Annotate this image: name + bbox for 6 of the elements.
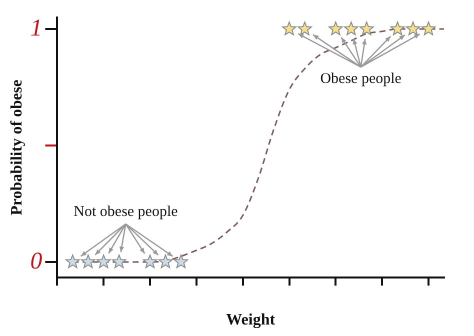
- annotation: Obese people: [320, 70, 402, 87]
- y-tick-label: 1: [30, 15, 42, 42]
- y-axis-title: Probability of obese: [8, 80, 26, 216]
- y-tick-label: 0: [30, 248, 42, 274]
- x-axis-title: Weight: [226, 312, 276, 329]
- annotation: Not obese people: [74, 204, 178, 220]
